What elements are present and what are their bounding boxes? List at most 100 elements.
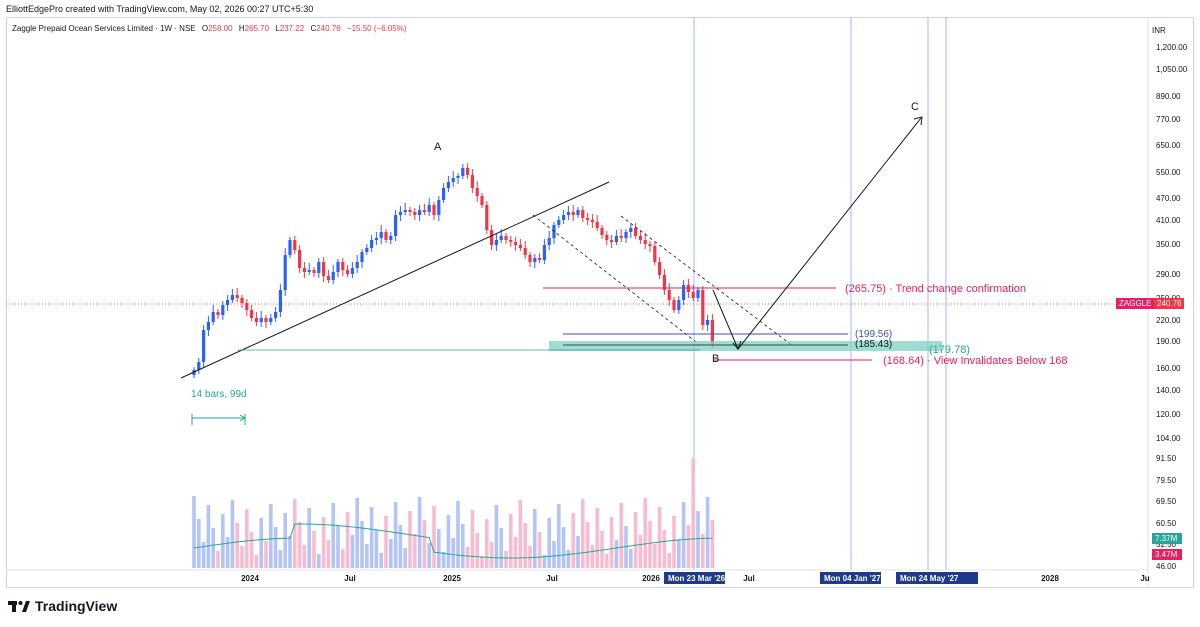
candle-body <box>298 250 302 268</box>
channel-lower <box>532 214 701 346</box>
volume-bar <box>235 523 239 568</box>
price-tick: 550.00 <box>1156 168 1181 177</box>
volume-bar <box>269 504 273 568</box>
volume-bar <box>211 528 215 568</box>
candle-body <box>216 312 220 315</box>
volume-bar <box>600 531 604 568</box>
volume-bar <box>413 534 417 568</box>
price-tick: 46.00 <box>1156 562 1177 571</box>
volume-bar <box>581 499 585 568</box>
candle-body <box>667 290 671 300</box>
open-value: 258.00 <box>208 24 233 33</box>
candle-body <box>197 362 201 370</box>
time-highlight-badge <box>664 572 725 584</box>
candle-body <box>658 262 662 275</box>
candle-body <box>456 176 460 178</box>
volume-bar <box>557 504 561 568</box>
candle-body <box>499 236 503 240</box>
candle-body <box>394 215 398 236</box>
volume-bar <box>446 515 451 568</box>
candle-body <box>307 270 311 272</box>
candle-body <box>302 268 306 272</box>
candle-body <box>624 232 628 238</box>
candle-body <box>288 240 292 255</box>
candle-body <box>370 240 374 248</box>
volume-bar <box>561 527 566 568</box>
candle-body <box>490 230 494 245</box>
candle-body <box>547 238 551 245</box>
volume-bar <box>461 524 465 568</box>
price-tick: 60.50 <box>1156 519 1177 528</box>
volume-bar <box>571 513 575 568</box>
chart-frame[interactable] <box>6 17 1194 588</box>
volume-bar <box>489 542 494 568</box>
volume-bar <box>297 522 302 568</box>
volume-bar <box>283 513 287 568</box>
volume-bar <box>254 555 259 568</box>
candle-body <box>466 168 470 175</box>
candle-body <box>389 236 393 240</box>
candle-body <box>346 270 350 274</box>
candle-body <box>259 318 263 322</box>
candle-body <box>528 255 532 262</box>
volume-bar <box>643 498 647 568</box>
high-value: 265.70 <box>244 24 270 33</box>
volume-bar <box>341 549 345 568</box>
volume-bar <box>384 516 388 568</box>
volume-badge-1 <box>1152 533 1182 544</box>
candle-body <box>427 205 431 212</box>
candle-body <box>576 210 580 215</box>
volume-bar <box>590 545 595 568</box>
candle-body <box>326 276 330 280</box>
candle-body <box>384 232 388 240</box>
tradingview-logo-icon <box>8 601 30 612</box>
time-highlight-badge <box>896 572 978 584</box>
volume-bar <box>547 518 551 568</box>
volume-bar <box>312 531 316 568</box>
candle-body <box>629 228 633 232</box>
candle-body <box>350 268 354 274</box>
volume-bar <box>691 458 695 568</box>
range-measure-label: 14 bars, 99d <box>191 389 247 400</box>
currency-label[interactable]: INR <box>1152 26 1166 35</box>
candle-body <box>677 300 681 310</box>
candle-body <box>619 236 623 238</box>
volume-bar <box>350 535 355 568</box>
volume-bar <box>393 502 398 568</box>
volume-bar <box>293 499 297 568</box>
volume-bar <box>345 512 350 568</box>
candle-body <box>614 236 618 242</box>
volume-bar <box>336 526 340 568</box>
candle-body <box>662 275 666 290</box>
price-tick: 220.00 <box>1156 316 1181 325</box>
candle-body <box>422 210 426 212</box>
volume-bar <box>192 496 196 568</box>
volume-bar <box>576 536 580 568</box>
price-tick: 52.50 <box>1156 540 1177 549</box>
time-tick: Ju <box>1140 574 1149 583</box>
candle-body <box>691 292 695 298</box>
volume-bar <box>629 549 633 568</box>
footer-brand[interactable]: TradingView <box>8 598 117 614</box>
current-price-text: 240.76 <box>1157 299 1182 308</box>
projection-arrow-c <box>913 116 923 126</box>
candle-body <box>605 235 609 240</box>
price-tick: 140.00 <box>1156 386 1181 395</box>
projection-arrow-b <box>732 340 742 350</box>
volume-bar <box>422 520 427 568</box>
volume-bar <box>677 539 681 568</box>
price-tick: 190.00 <box>1156 337 1181 346</box>
volume-bar <box>331 503 335 568</box>
candle-body <box>586 218 590 220</box>
volume-bar <box>437 529 441 568</box>
candle-body <box>230 295 234 300</box>
volume-bar <box>369 507 374 568</box>
candle-body <box>413 212 417 215</box>
volume-bar <box>585 522 590 568</box>
candle-body <box>696 290 700 298</box>
candle-body <box>293 240 297 250</box>
symbol-legend: Zaggle Prepaid Ocean Services Limited · … <box>12 24 407 33</box>
level-199-label: (199.56) <box>855 329 892 340</box>
